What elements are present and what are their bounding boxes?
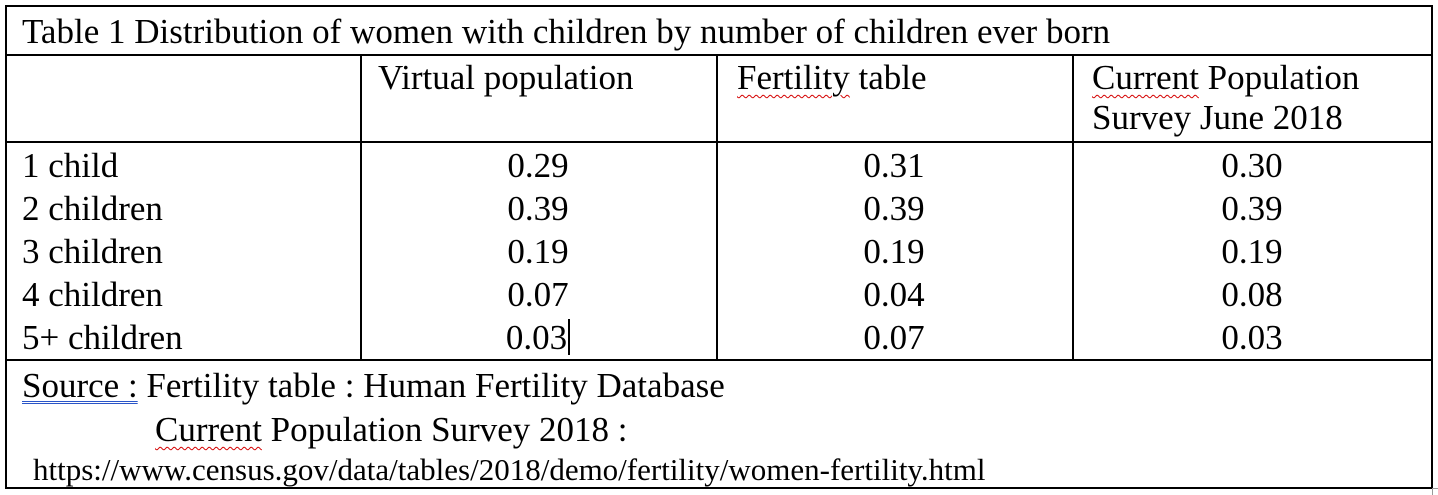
- source-line-1: Source : Fertility table : Human Fertili…: [22, 366, 725, 406]
- table-cell: 0.39: [1221, 189, 1283, 228]
- source-line2-rest: Population Survey 2018 :: [261, 410, 628, 449]
- column-header-current-population-survey: Current Population Survey June 2018: [1092, 58, 1359, 138]
- table-cell: 0.19: [863, 232, 925, 271]
- table-border-top: [5, 5, 1433, 7]
- column-header-fertility-table: Fertility table: [737, 58, 927, 98]
- row-label: 2 children: [22, 189, 163, 228]
- current-word: Current: [1092, 58, 1199, 97]
- current-rest: Population: [1198, 58, 1360, 97]
- body-divider: [5, 359, 1433, 361]
- table-border-bottom: [5, 487, 1433, 489]
- source-line1-text: Fertility table : Human Fertility Databa…: [146, 366, 725, 405]
- header-divider: [5, 141, 1433, 143]
- fertility-rest: table: [849, 58, 927, 97]
- table-cell: 0.19: [507, 232, 569, 271]
- table-cell: 0.07: [507, 275, 569, 314]
- source-line-2: Current Population Survey 2018 :: [155, 410, 627, 450]
- table-cell: 0.03: [388, 318, 688, 358]
- caption-divider: [5, 54, 1433, 56]
- table-cell: 0.31: [863, 146, 925, 185]
- column-header-current-population-line2: Survey June 2018: [1092, 98, 1343, 137]
- source-url: https://www.census.gov/data/tables/2018/…: [33, 452, 986, 487]
- table-cell: 0.03: [1221, 318, 1283, 357]
- fertility-word: Fertility: [737, 58, 850, 97]
- paragraph-corner-mark: [1432, 488, 1438, 495]
- column-divider-1: [360, 54, 362, 361]
- row-label: 1 child: [22, 146, 119, 185]
- table-cell: 0.19: [1221, 232, 1283, 271]
- current-word-source: Current: [155, 410, 262, 449]
- table-cell: 0.39: [507, 189, 569, 228]
- table-cell: 0.07: [863, 318, 925, 357]
- table-cell: 0.04: [863, 275, 925, 314]
- table-cell: 0.30: [1221, 146, 1283, 185]
- text-cursor: [568, 319, 571, 355]
- column-header-virtual-population: Virtual population: [378, 58, 634, 97]
- table-border-left: [5, 5, 7, 489]
- table-cell: 0.29: [507, 146, 569, 185]
- column-header-current-population-line1: Current Population: [1092, 58, 1359, 98]
- column-divider-2: [716, 54, 718, 361]
- row-label: 3 children: [22, 232, 163, 271]
- column-divider-3: [1072, 54, 1074, 361]
- source-label: Source :: [22, 366, 138, 405]
- row-label: 5+ children: [22, 318, 183, 357]
- table-cell: 0.39: [863, 189, 925, 228]
- table-caption: Table 1 Distribution of women with child…: [22, 12, 1111, 51]
- table-cell: 0.08: [1221, 275, 1283, 314]
- table-border-right: [1431, 5, 1433, 489]
- row-label: 4 children: [22, 275, 163, 314]
